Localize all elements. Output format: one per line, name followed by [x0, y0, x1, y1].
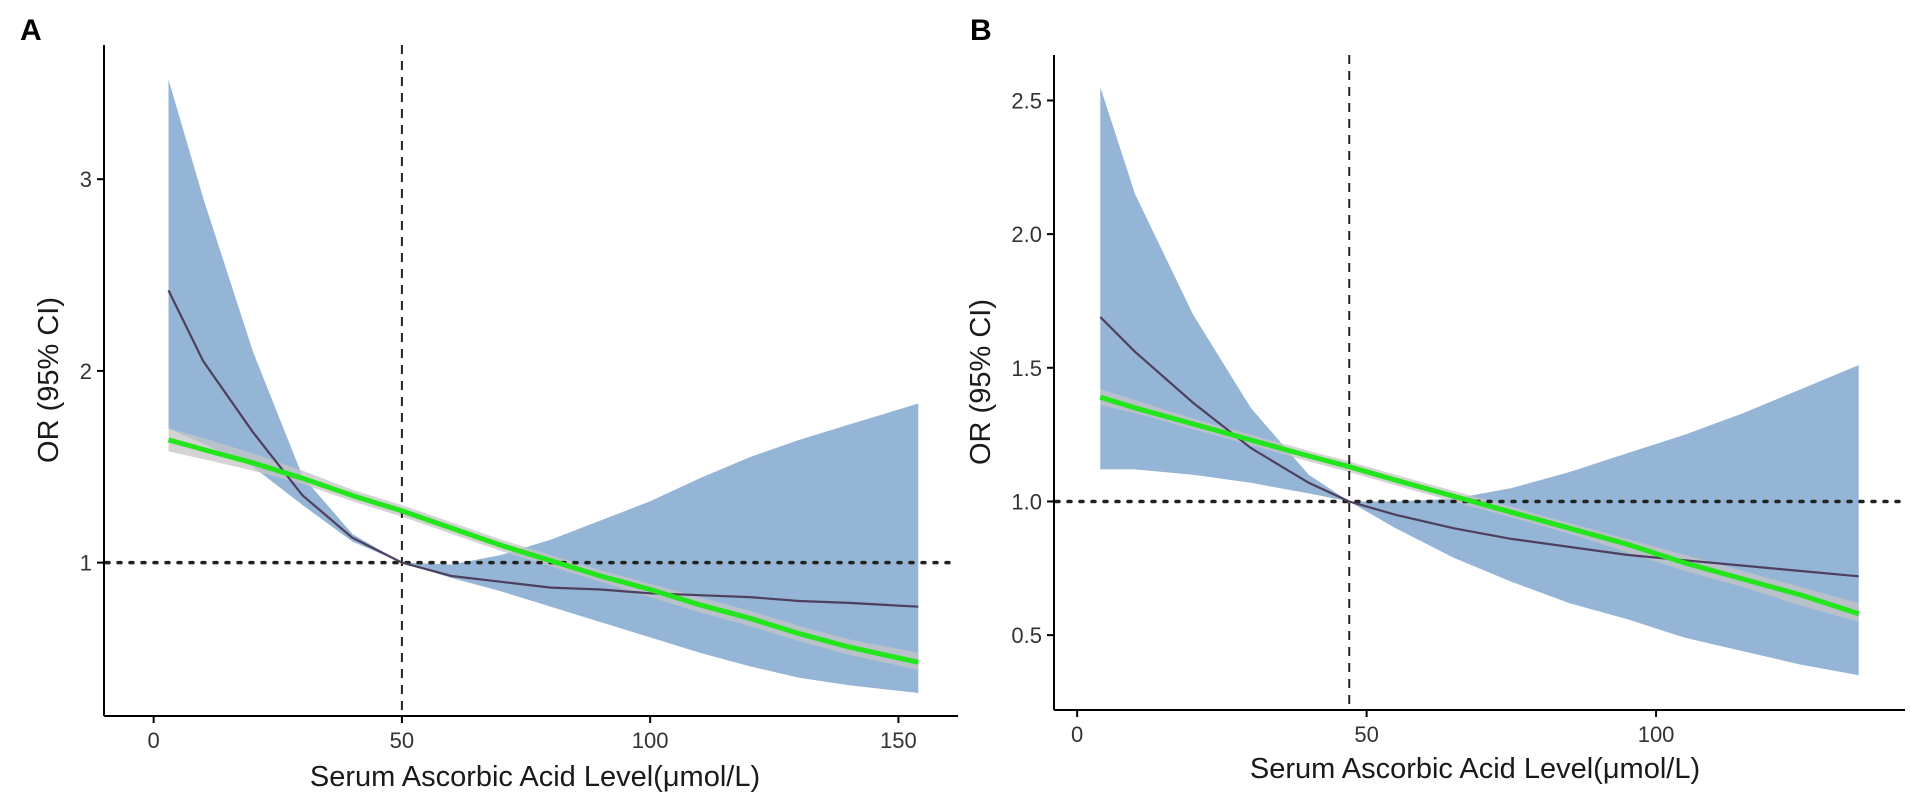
x-axis-title: Serum Ascorbic Acid Level(μmol/L): [1250, 753, 1700, 785]
spline-or-line: [167, 289, 919, 608]
linear-fit-line: [1099, 394, 1860, 617]
x-tick-label: 100: [632, 728, 669, 753]
y-tick-label: 3: [80, 167, 92, 192]
y-axis-title: OR (95% CI): [965, 299, 997, 465]
x-tick-label: 100: [1638, 722, 1675, 747]
y-tick-label: 2: [80, 359, 92, 384]
x-tick-label: 0: [1071, 722, 1083, 747]
panel-label: B: [970, 14, 992, 47]
ci-band: [1100, 87, 1859, 676]
x-axis-title: Serum Ascorbic Acid Level(μmol/L): [310, 761, 760, 793]
y-tick-label: 2.0: [1011, 222, 1042, 247]
panel-a: 0 50 100 150 1 2 3 Serum Ascorbic Acid Level(μm…: [20, 14, 960, 793]
x-tick-label: 150: [880, 728, 917, 753]
x-tick-label: 0: [148, 728, 160, 753]
y-tick-label: 1: [80, 551, 92, 576]
spline-or-line: [1099, 316, 1859, 578]
x-tick-label: 50: [390, 728, 414, 753]
y-tick-label: 0.5: [1011, 623, 1042, 648]
y-tick-label: 1.0: [1011, 489, 1042, 514]
linear-fit-line: [167, 437, 919, 665]
y-tick-label: 2.5: [1011, 88, 1042, 113]
panel-b: 0 50 100 0.5 1.0 1.5 2.0 2.5 Serum Ascorbic Acid…: [965, 14, 1907, 785]
panel-label: A: [20, 14, 42, 47]
y-axis-title: OR (95% CI): [33, 297, 65, 463]
linear-fit-band: [168, 428, 919, 670]
y-tick-label: 1.5: [1011, 356, 1042, 381]
x-tick-label: 50: [1354, 722, 1378, 747]
